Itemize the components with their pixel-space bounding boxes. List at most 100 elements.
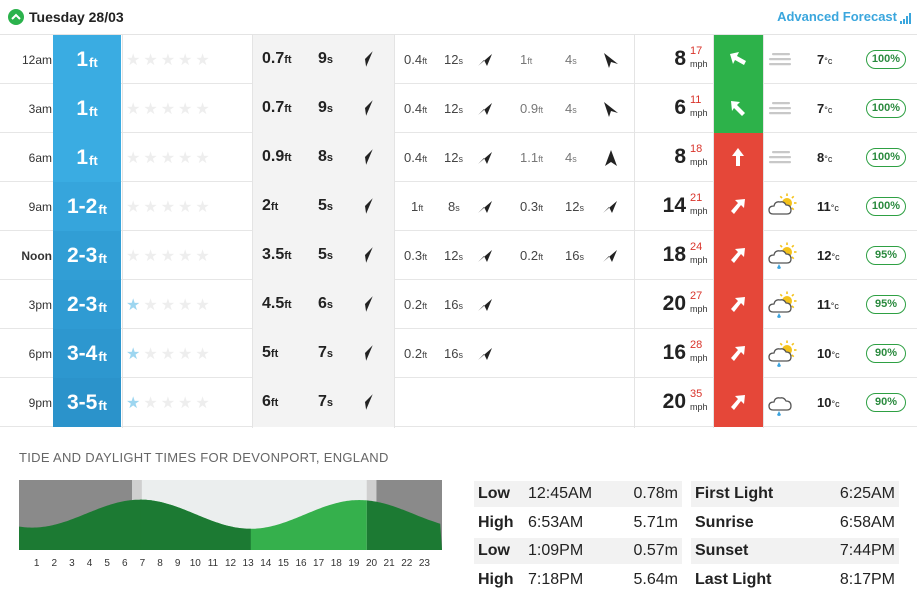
star-icon: ★: [195, 198, 210, 216]
fog-icon: [769, 53, 791, 66]
hour-tick-label: 3: [69, 558, 75, 569]
temperature-value: 7: [817, 52, 825, 67]
surf-height[interactable]: 1 ft: [53, 133, 121, 182]
temperature-value: 11: [817, 297, 831, 312]
time-label: 9pm: [28, 395, 52, 410]
surf-height[interactable]: 2-3 ft: [53, 280, 121, 329]
temperature: 11°c: [817, 199, 839, 214]
advanced-forecast-link[interactable]: Advanced Forecast: [777, 9, 911, 24]
primary-swell: 2ft 5s: [252, 182, 394, 231]
surf-height-unit: ft: [98, 349, 108, 364]
swell-height-value: 1.1: [520, 150, 539, 165]
primary-swell-period: 5s: [318, 197, 333, 215]
temperature-unit: °c: [830, 203, 839, 213]
swell-period: 8s: [448, 199, 460, 214]
secondary-swell: 0.4ft 12s: [396, 84, 516, 133]
primary-swell-height: 4.5ft: [262, 295, 292, 313]
hour-tick-label: 12: [224, 558, 237, 569]
swell-height-unit: ft: [284, 250, 292, 262]
surf-height-value: 1: [76, 47, 88, 71]
swell-height-value: 0.7: [262, 99, 285, 116]
temperature: 12°c: [817, 248, 840, 263]
swell-period-value: 16: [444, 346, 459, 361]
time-label: 12am: [21, 52, 52, 67]
swell-period-unit: s: [572, 56, 577, 66]
surf-height[interactable]: 2-3 ft: [53, 231, 121, 280]
time-label: Noon: [21, 248, 52, 263]
star-icon: ★: [160, 345, 176, 363]
daylight-time: 6:25AM: [839, 485, 895, 502]
star-icon: ★: [195, 247, 210, 265]
surf-height[interactable]: 3-5 ft: [53, 378, 121, 427]
primary-swell-height: 0.7ft: [262, 99, 292, 117]
wind-speed: 6: [674, 96, 686, 119]
swell-period: 16s: [444, 346, 463, 361]
wind-unit: mph: [690, 353, 708, 363]
swell-direction-arrow-icon: [603, 250, 617, 262]
surf-height[interactable]: 1-2 ft: [53, 182, 121, 231]
swell-period: 12s: [444, 101, 463, 116]
primary-swell-height: 6ft: [262, 393, 278, 411]
daylight-row: Sunrise 6:58AM: [691, 510, 899, 536]
swell-period-unit: s: [326, 152, 334, 164]
swell-direction-arrow-icon: [357, 149, 373, 165]
hour-tick-label: 20: [365, 558, 378, 569]
wind-speed: 20: [662, 390, 686, 413]
swell-height-unit: ft: [422, 350, 428, 360]
swell-direction-arrow-icon: [605, 150, 617, 166]
temperature-value: 11: [817, 199, 831, 214]
swell-period: 12s: [444, 248, 463, 263]
swell-period-unit: s: [326, 397, 334, 409]
wind-direction: [714, 378, 763, 427]
tide-time: 7:18PM: [528, 570, 584, 588]
forecast-row: 6am 1 ft ★ ★ ★ ★ ★ 0.9ft 8s 0.4ft 12s 1.1ft 4s 8 18 mph 8…: [0, 133, 917, 182]
tide-height: 5.64m: [633, 570, 678, 588]
tide-row: High 6:53AM 5.71m: [474, 510, 682, 536]
tertiary-swell: 0.2ft 16s: [517, 231, 637, 280]
sun-rain-icon: [768, 340, 797, 367]
swell-height-unit: ft: [270, 397, 279, 409]
rating-badge: 100%: [866, 148, 906, 167]
secondary-swell: 0.2ft 16s: [396, 329, 516, 378]
surf-height[interactable]: 3-4 ft: [53, 329, 121, 378]
swell-height-value: 0.4: [404, 150, 423, 165]
surf-height[interactable]: 1 ft: [53, 35, 121, 84]
signal-bars-icon: [900, 13, 911, 24]
rain-icon: [768, 397, 792, 416]
star-rating: ★ ★ ★ ★ ★: [123, 329, 228, 378]
swell-period: 12s: [565, 199, 584, 214]
primary-swell-period: 8s: [318, 148, 333, 166]
primary-swell-height: 2ft: [262, 197, 278, 215]
star-icon: ★: [126, 198, 141, 216]
star-icon: ★: [160, 394, 176, 412]
star-icon: ★: [178, 394, 193, 412]
swell-period-unit: s: [458, 252, 463, 262]
swell-direction-arrow-icon: [357, 345, 373, 361]
rating-badge: 95%: [866, 246, 906, 265]
surf-height-unit: ft: [89, 104, 98, 119]
swell-period-value: 7: [318, 393, 327, 410]
swell-period: 16s: [444, 297, 463, 312]
primary-swell-period: 7s: [318, 344, 333, 362]
wind-arrow-icon: [731, 199, 745, 214]
wind-direction: [714, 35, 763, 84]
wind-arrow-icon: [732, 148, 744, 166]
wind: 8 18 mph: [636, 133, 712, 182]
daylight-label: Last Light: [695, 570, 772, 588]
surf-height[interactable]: 1 ft: [53, 84, 121, 133]
star-icon: ★: [195, 100, 210, 118]
swell-height-value: 6: [262, 393, 271, 410]
swell-direction-arrow-icon: [357, 247, 373, 263]
tide-time: 6:53AM: [528, 513, 584, 531]
swell-direction-arrow-icon: [357, 198, 373, 214]
swell-period-value: 16: [444, 297, 459, 312]
partly-cloudy-icon: [768, 193, 797, 215]
swell-period-value: 9: [318, 99, 327, 116]
secondary-swell: 0.2ft 16s: [396, 280, 516, 329]
star-icon: ★: [195, 51, 210, 69]
wind: 8 17 mph: [636, 35, 712, 84]
collapse-day-button[interactable]: [8, 9, 24, 25]
sun-rain-icon: [768, 242, 797, 269]
swell-period-unit: s: [326, 54, 334, 66]
